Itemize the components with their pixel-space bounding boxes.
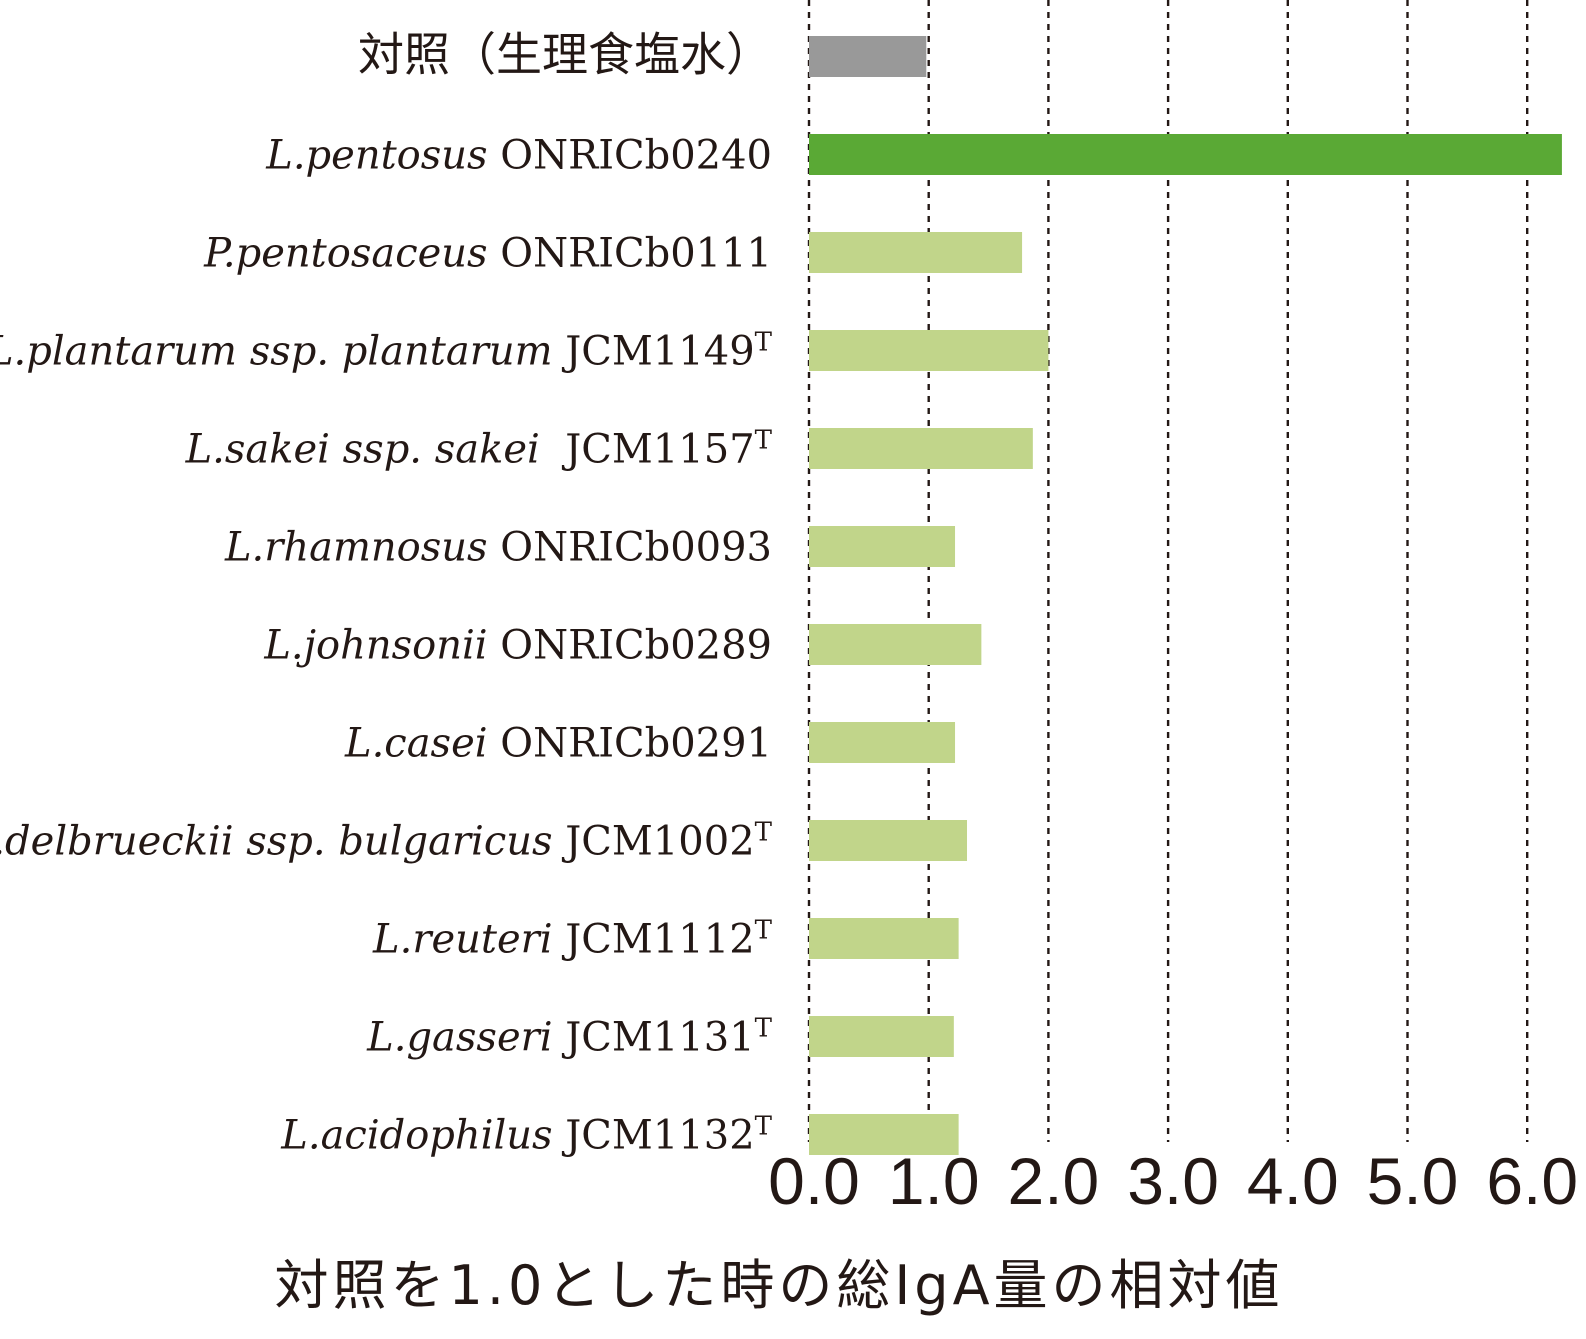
strain-id: ONRICb0093 xyxy=(488,525,772,571)
category-label-9: L.reuteri JCM1112T xyxy=(372,916,773,963)
strain-id: ONRICb0240 xyxy=(488,133,772,179)
species-name: L.casei xyxy=(344,721,488,767)
x-tick-label-0: 0.0 xyxy=(768,1144,860,1218)
bar-7 xyxy=(809,722,956,763)
x-tick-labels: 0.0 1.0 2.0 3.0 4.0 5.0 6.0 xyxy=(768,1144,1578,1218)
strain-id: JCM1157 xyxy=(540,427,755,473)
type-strain-mark: T xyxy=(755,426,773,456)
bar-11 xyxy=(809,1114,959,1155)
type-strain-mark: T xyxy=(755,1112,773,1142)
bar-5 xyxy=(809,526,956,567)
bar-2 xyxy=(809,232,1023,273)
strain-id: JCM1131 xyxy=(553,1015,755,1061)
category-label-6: L.johnsonii ONRICb0289 xyxy=(263,623,772,669)
species-name: L.gasseri xyxy=(366,1015,552,1061)
species-name: L.sakei ssp. sakei xyxy=(185,427,540,473)
x-tick-label-4: 4.0 xyxy=(1247,1144,1339,1218)
bars xyxy=(809,36,1562,1155)
strain-id: ONRICb0111 xyxy=(488,231,772,277)
category-labels: 対照（生理食塩水） L.pentosus ONRICb0240 P.pentosac… xyxy=(0,28,773,1159)
bar-6 xyxy=(809,624,982,665)
species-name: L.rhamnosus xyxy=(224,525,488,571)
category-label-5: L.rhamnosus ONRICb0093 xyxy=(224,525,772,571)
strain-id: ONRICb0289 xyxy=(488,623,772,669)
species-name: L.johnsonii xyxy=(263,623,487,669)
x-tick-label-3: 3.0 xyxy=(1127,1144,1219,1218)
category-label-11: L.acidophilus JCM1132T xyxy=(280,1112,772,1159)
x-tick-label-2: 2.0 xyxy=(1008,1144,1100,1218)
x-tick-label-1: 1.0 xyxy=(888,1144,980,1218)
x-tick-label-5: 5.0 xyxy=(1367,1144,1459,1218)
strain-id: ONRICb0291 xyxy=(488,721,772,767)
bar-10 xyxy=(809,1016,954,1057)
category-label-7: L.casei ONRICb0291 xyxy=(344,721,772,767)
species-name: L.acidophilus xyxy=(280,1113,552,1159)
bar-0 xyxy=(809,36,927,77)
type-strain-mark: T xyxy=(755,1014,773,1044)
type-strain-mark: T xyxy=(755,916,773,946)
bar-3 xyxy=(809,330,1049,371)
category-label-3: L.plantarum ssp. plantarum JCM1149T xyxy=(0,328,773,375)
bar-9 xyxy=(809,918,959,959)
category-label-4: L.sakei ssp. sakei JCM1157T xyxy=(185,426,773,473)
category-label-0: 対照（生理食塩水） xyxy=(358,28,772,82)
species-name: L.pentosus xyxy=(265,133,487,179)
category-label-10: L.gasseri JCM1131T xyxy=(366,1014,772,1061)
species-name: L.plantarum ssp. plantarum xyxy=(0,329,553,375)
x-axis-title: 対照を1.0とした時の総IgA量の相対値 xyxy=(274,1254,1283,1317)
strain-id: JCM1132 xyxy=(553,1113,755,1159)
strain-id: JCM1112 xyxy=(553,917,755,963)
category-label-2: P.pentosaceus ONRICb0111 xyxy=(203,231,772,277)
type-strain-mark: T xyxy=(755,818,773,848)
species-name: P.pentosaceus xyxy=(203,231,487,277)
species-name: L.reuteri xyxy=(372,917,553,963)
bar-4 xyxy=(809,428,1033,469)
bar-8 xyxy=(809,820,968,861)
type-strain-mark: T xyxy=(755,328,773,358)
species-name: L.delbrueckii ssp. bulgaricus xyxy=(0,819,553,865)
strain-id: JCM1149 xyxy=(553,329,755,375)
x-tick-label-6: 6.0 xyxy=(1486,1144,1578,1218)
bar-1 xyxy=(809,134,1562,175)
strain-id: JCM1002 xyxy=(553,819,755,865)
category-label-8: L.delbrueckii ssp. bulgaricus JCM1002T xyxy=(0,818,773,865)
category-label-1: L.pentosus ONRICb0240 xyxy=(265,133,772,179)
